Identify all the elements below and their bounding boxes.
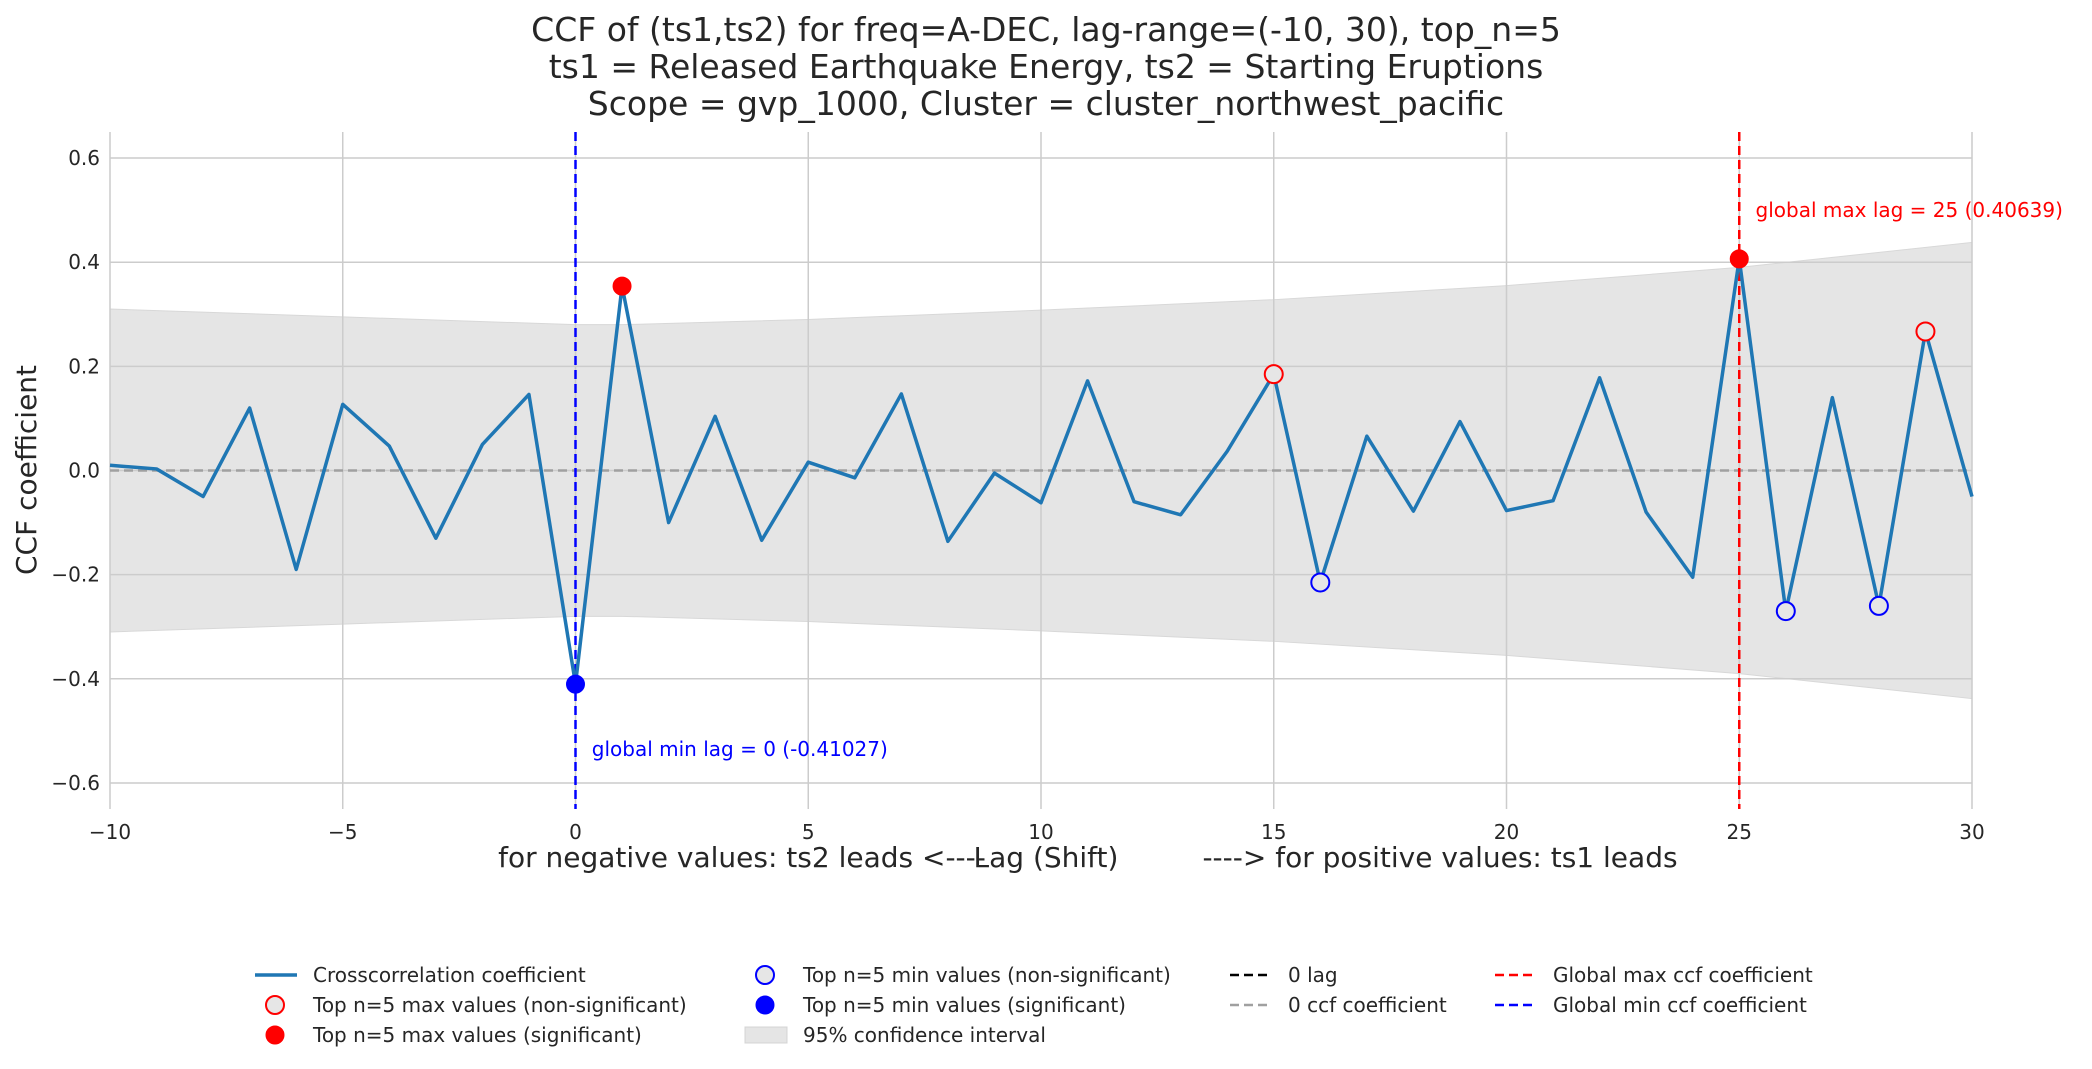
legend-swatch-patch — [744, 1026, 788, 1044]
legend-item: Global min ccf coefficient — [1495, 993, 1807, 1017]
legend-label: Top n=5 max values (non-significant) — [312, 993, 687, 1017]
markers-layer — [566, 249, 1936, 694]
x-axis-title: for negative values: ts2 leads <---- Lag… — [498, 841, 1677, 874]
title-line-1: CCF of (ts1,ts2) for freq=A-DEC, lag-ran… — [531, 10, 1561, 49]
legend-item: Top n=5 min values (non-significant) — [755, 963, 1171, 987]
x-axis-title-left: for negative values: ts2 leads <---- — [498, 841, 986, 874]
y-axis-title: CCF coefficient — [10, 365, 43, 575]
title-line-3: Scope = gvp_1000, Cluster = cluster_nort… — [588, 84, 1504, 123]
title-line-2: ts1 = Released Earthquake Energy, ts2 = … — [549, 47, 1544, 86]
legend-label: Global max ccf coefficient — [1553, 963, 1813, 987]
legend-item: Crosscorrelation coefficient — [255, 963, 586, 987]
min-significant-marker — [566, 674, 585, 694]
max-nonsignificant-marker — [1263, 364, 1284, 385]
reference-lines-layer — [110, 132, 1972, 809]
x-axis-title-center: Lag (Shift) — [974, 841, 1119, 874]
global-max-annotation: global max lag = 25 (0.40639) — [1756, 198, 2063, 222]
legend-swatch-open-red — [265, 995, 285, 1015]
x-tick-label: 10 — [1028, 820, 1053, 844]
x-axis-title-right: ----> for positive values: ts1 leads — [1202, 841, 1677, 874]
legend-label: 95% confidence interval — [803, 1023, 1046, 1047]
legend-item: 95% confidence interval — [744, 1023, 1046, 1047]
legend: Crosscorrelation coefficient Top n=5 max … — [255, 963, 1813, 1047]
legend-label: 0 lag — [1288, 963, 1338, 987]
legend-item: Top n=5 min values (significant) — [755, 993, 1126, 1017]
y-tick-label: −0.2 — [51, 563, 100, 587]
max-nonsignificant-marker — [1915, 321, 1936, 342]
y-tick-label: −0.4 — [51, 667, 100, 691]
y-tick-label: −0.6 — [51, 771, 100, 795]
min-nonsignificant-marker — [1310, 572, 1331, 593]
legend-item: 0 ccf coefficient — [1230, 993, 1447, 1017]
min-nonsignificant-marker — [1775, 601, 1796, 622]
tick-labels-layer: −10 −5 0 5 10 15 20 25 30 −0.6 −0.4 −0.2 0.0 0.2 0.4 0.… — [51, 146, 1984, 844]
legend-label: Global min ccf coefficient — [1553, 993, 1807, 1017]
ccf-series-line — [109, 257, 1974, 686]
legend-item: 0 lag — [1230, 963, 1338, 987]
global-min-annotation: global min lag = 0 (-0.41027) — [592, 737, 888, 761]
x-tick-label: 15 — [1261, 820, 1286, 844]
legend-label: Top n=5 min values (significant) — [802, 993, 1126, 1017]
legend-label: 0 ccf coefficient — [1288, 993, 1447, 1017]
y-tick-label: 0.2 — [68, 354, 100, 378]
legend-label: Top n=5 min values (non-significant) — [802, 963, 1171, 987]
x-tick-label: 30 — [1959, 820, 1984, 844]
x-tick-label: −10 — [89, 820, 131, 844]
min-nonsignificant-marker — [1868, 595, 1889, 616]
x-tick-label: 20 — [1494, 820, 1519, 844]
legend-item: Top n=5 max values (significant) — [265, 1023, 642, 1047]
legend-label: Crosscorrelation coefficient — [313, 963, 586, 987]
x-tick-label: 0 — [569, 820, 582, 844]
y-tick-label: 0.4 — [68, 250, 100, 274]
y-tick-label: 0.0 — [68, 459, 100, 483]
legend-item: Global max ccf coefficient — [1495, 963, 1813, 987]
legend-swatch-filled-red — [265, 1025, 285, 1045]
chart-title: CCF of (ts1,ts2) for freq=A-DEC, lag-ran… — [531, 10, 1561, 123]
legend-swatch-open-blue — [755, 965, 775, 985]
x-tick-label: −5 — [328, 820, 357, 844]
legend-item: Top n=5 max values (non-significant) — [265, 993, 687, 1017]
x-tick-label: 25 — [1727, 820, 1752, 844]
series-layer — [109, 257, 1974, 686]
y-tick-label: 0.6 — [68, 146, 100, 170]
max-significant-marker — [612, 276, 632, 296]
max-significant-marker — [1729, 249, 1749, 269]
legend-swatch-filled-blue — [755, 995, 775, 1015]
x-tick-label: 5 — [802, 820, 815, 844]
legend-label: Top n=5 max values (significant) — [312, 1023, 642, 1047]
